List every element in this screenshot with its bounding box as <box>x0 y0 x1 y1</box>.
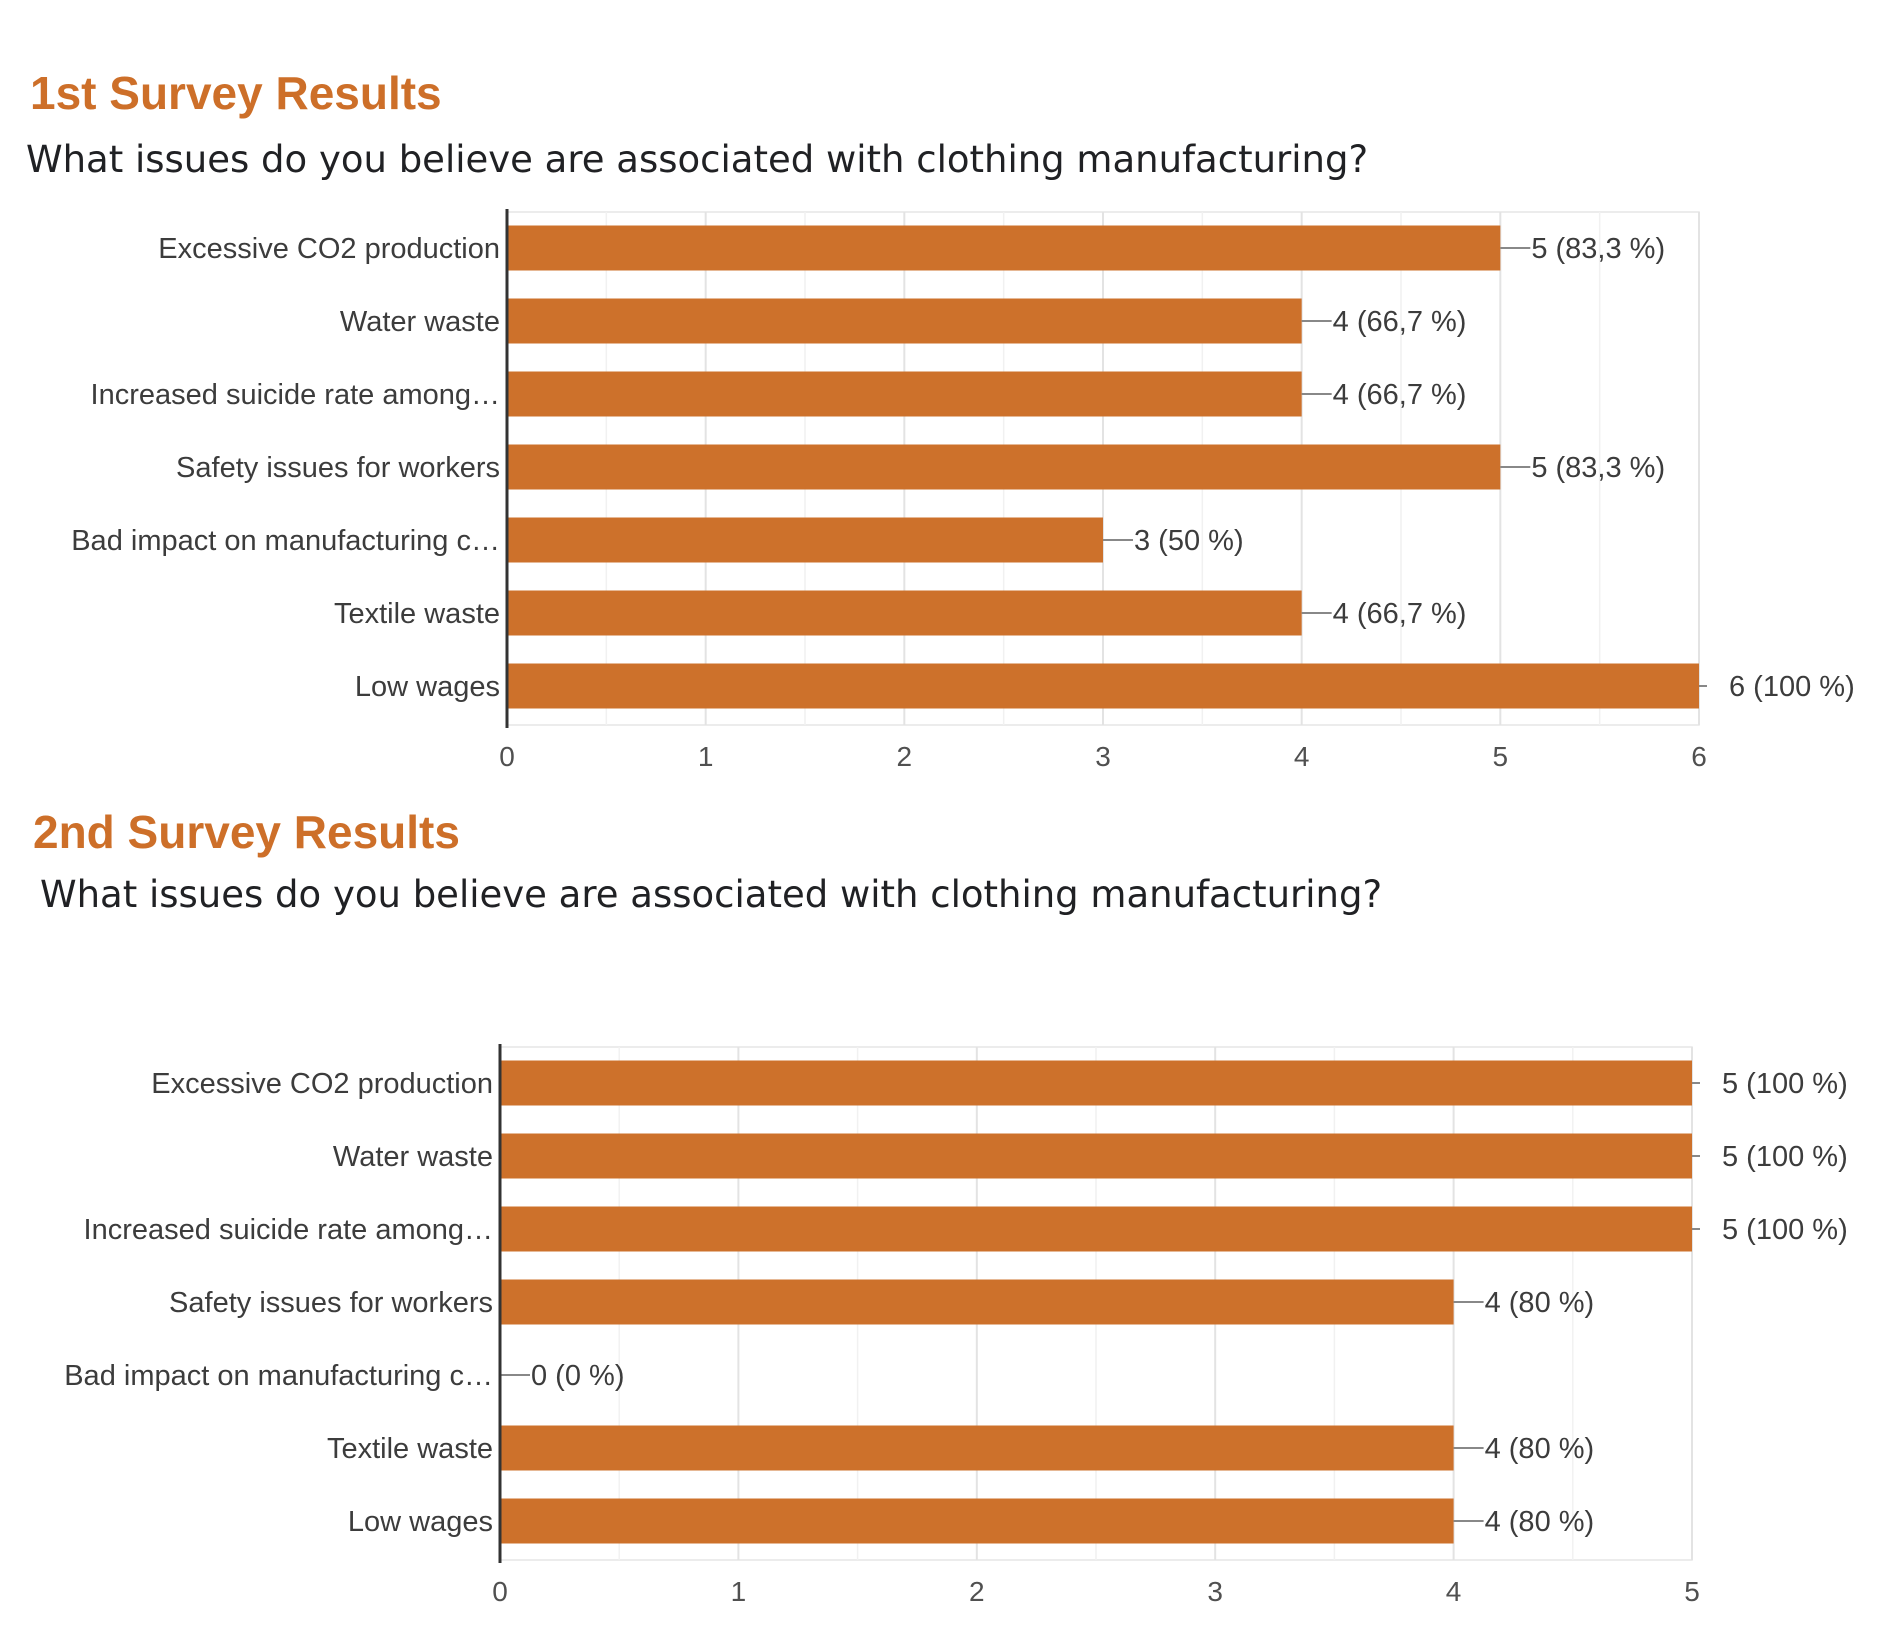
x-tick-label: 2 <box>897 741 913 772</box>
bar <box>500 1498 1454 1544</box>
category-label: Low wages <box>348 1506 493 1538</box>
category-label: Water waste <box>340 306 500 338</box>
survey-2-bar-chart: 0 1 2 3 4 5 Excessive CO2 production 5 (100 %) W… <box>64 1044 1848 1607</box>
x-tick-label: 2 <box>969 1576 985 1607</box>
data-label: 4 (80 %) <box>1485 1506 1595 1538</box>
x-tick-label: 5 <box>1493 741 1509 772</box>
bar <box>500 1425 1454 1471</box>
category-label: Textile waste <box>327 1433 493 1465</box>
data-label: 4 (66,7 %) <box>1333 306 1467 338</box>
category-label: Textile waste <box>334 598 500 630</box>
data-label: 4 (80 %) <box>1485 1433 1595 1465</box>
bar <box>507 663 1699 709</box>
x-tick-label: 4 <box>1446 1576 1462 1607</box>
data-label: 4 (80 %) <box>1485 1287 1595 1319</box>
bar <box>500 1133 1692 1179</box>
category-label: Safety issues for workers <box>176 452 500 484</box>
bar <box>507 517 1103 563</box>
x-tick-label: 0 <box>492 1576 508 1607</box>
category-label: Low wages <box>355 671 500 703</box>
bar <box>507 590 1302 636</box>
x-tick-label: 5 <box>1684 1576 1700 1607</box>
category-label: Safety issues for workers <box>169 1287 493 1319</box>
data-label: 4 (66,7 %) <box>1333 379 1467 411</box>
bar <box>507 225 1501 271</box>
data-label: 5 (83,3 %) <box>1531 233 1665 265</box>
data-label: 5 (100 %) <box>1722 1141 1848 1173</box>
category-label: Increased suicide rate among… <box>91 379 500 411</box>
survey-2-title: 2nd Survey Results <box>33 806 460 858</box>
category-label: Increased suicide rate among… <box>84 1214 493 1246</box>
category-label: Water waste <box>333 1141 493 1173</box>
x-tick-label: 4 <box>1294 741 1310 772</box>
data-label: 5 (100 %) <box>1722 1068 1848 1100</box>
data-label: 5 (100 %) <box>1722 1214 1848 1246</box>
data-label: 6 (100 %) <box>1729 671 1855 703</box>
x-tick-label: 3 <box>1095 741 1111 772</box>
data-label: 3 (50 %) <box>1134 525 1244 557</box>
x-tick-label: 0 <box>499 741 515 772</box>
bar <box>500 1279 1454 1325</box>
survey-1-bar-chart: 0 1 2 3 4 5 6 Excessive CO2 production 5 (83,3 %… <box>71 209 1855 772</box>
bar <box>507 371 1302 417</box>
bar <box>500 1206 1692 1252</box>
bar <box>507 444 1501 490</box>
data-label: 5 (83,3 %) <box>1531 452 1665 484</box>
category-label: Bad impact on manufacturing c… <box>64 1360 493 1392</box>
survey-1-title: 1st Survey Results <box>30 67 442 119</box>
data-label: 0 (0 %) <box>531 1360 624 1392</box>
category-label: Excessive CO2 production <box>158 233 500 265</box>
bar <box>500 1060 1692 1106</box>
x-tick-label: 1 <box>731 1576 747 1607</box>
x-tick-label: 1 <box>698 741 714 772</box>
category-label: Bad impact on manufacturing c… <box>71 525 500 557</box>
bar <box>507 298 1302 344</box>
survey-1-question: What issues do you believe are associate… <box>26 138 1369 181</box>
data-label: 4 (66,7 %) <box>1333 598 1467 630</box>
x-tick-label: 3 <box>1207 1576 1223 1607</box>
category-label: Excessive CO2 production <box>151 1068 493 1100</box>
x-tick-label: 6 <box>1691 741 1707 772</box>
survey-2-question: What issues do you believe are associate… <box>40 873 1383 916</box>
